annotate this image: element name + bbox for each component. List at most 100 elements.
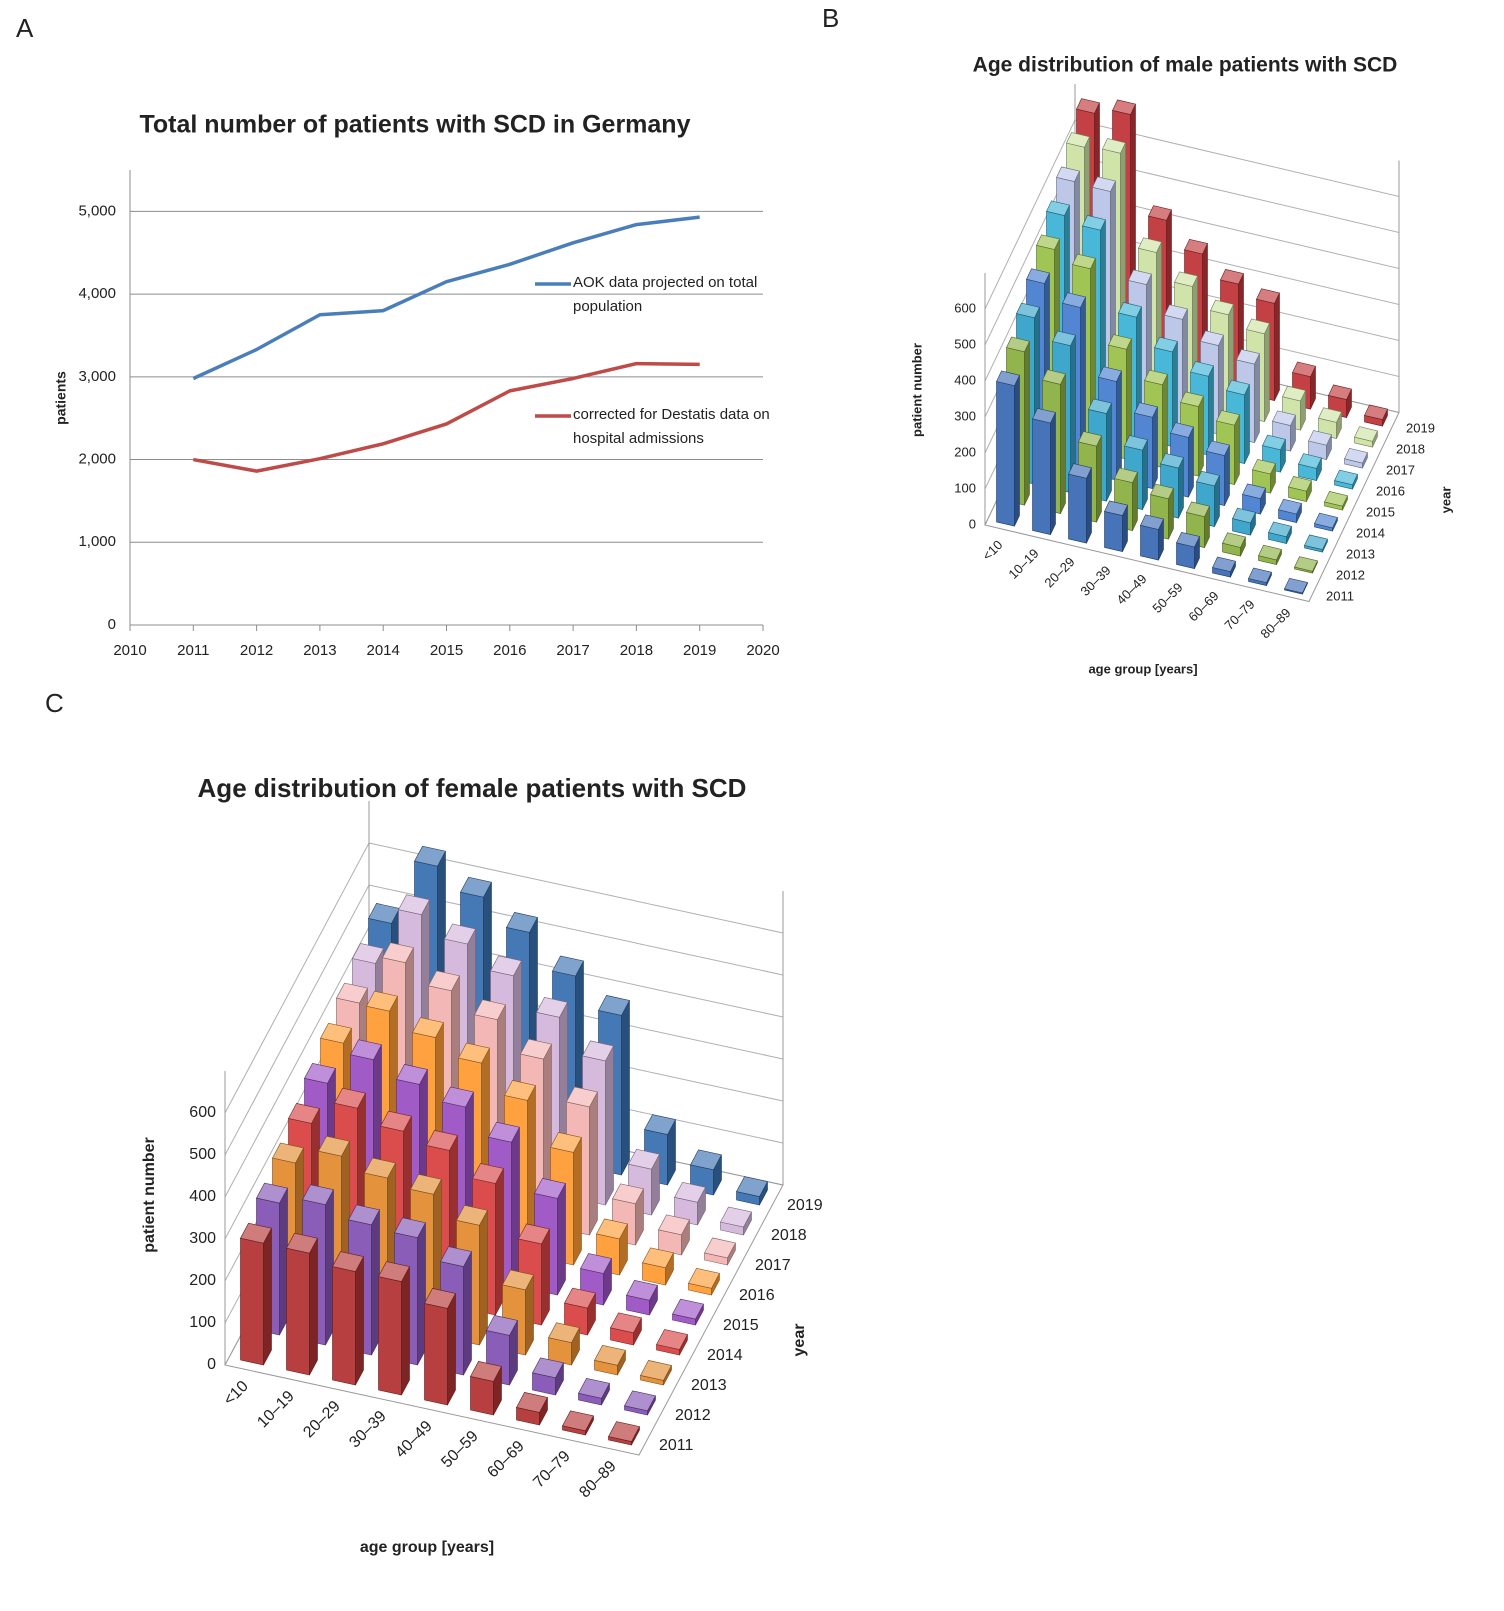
bar-side	[1142, 439, 1148, 510]
bar-top	[1272, 410, 1296, 426]
bar-top	[426, 1130, 458, 1151]
bar-top	[1068, 463, 1092, 479]
bar-top	[1176, 531, 1200, 548]
bar-top	[1282, 385, 1306, 402]
chart-title: Total number of patients with SCD in Ger…	[140, 111, 691, 139]
bar-top	[594, 1344, 626, 1366]
y-tick-label: 0	[969, 516, 976, 531]
chart-title: Age distribution of male patients with S…	[973, 54, 1398, 77]
bar	[610, 1312, 642, 1346]
bar	[1324, 491, 1348, 511]
bar-side	[605, 1045, 614, 1206]
bar-top	[1284, 577, 1308, 594]
bar-top	[334, 1087, 366, 1109]
bar	[1212, 556, 1236, 578]
bar-top	[1082, 215, 1106, 231]
bar	[704, 1237, 736, 1266]
bar-top	[640, 1360, 672, 1381]
bar-top	[456, 1204, 488, 1226]
bar-top	[486, 1315, 518, 1336]
bar	[720, 1206, 752, 1236]
bar-top	[672, 1298, 704, 1320]
bar-side	[1188, 426, 1194, 498]
bar-top	[318, 1135, 350, 1157]
bar-side	[463, 1251, 472, 1376]
bar-top	[1170, 422, 1194, 438]
z-tick-label: 2019	[787, 1197, 823, 1214]
bar-front	[424, 1303, 448, 1406]
bar-top	[564, 1287, 596, 1309]
bar-top	[1118, 302, 1142, 318]
bar	[1176, 531, 1200, 569]
y-tick-label: 4,000	[78, 285, 116, 302]
x-tick-label: 50–59	[438, 1428, 482, 1472]
bar	[286, 1232, 318, 1376]
z-tick-label: 2016	[739, 1287, 775, 1304]
x-tick-label: 80–89	[576, 1458, 620, 1502]
bar-side	[401, 1266, 410, 1396]
bar-top	[1036, 234, 1060, 250]
bar-top	[1140, 514, 1164, 530]
bar-top	[490, 955, 522, 977]
x-tick-label: <10	[979, 537, 1005, 563]
bar	[672, 1298, 704, 1326]
bar-top	[382, 942, 414, 964]
x-tick-label: 2014	[367, 642, 400, 659]
bar-top	[472, 1163, 504, 1184]
bar	[1140, 514, 1164, 561]
bar	[642, 1247, 674, 1286]
bar-top	[1134, 402, 1158, 418]
bar	[1304, 534, 1328, 553]
bar-side	[1024, 341, 1030, 506]
x-tick-label: 2011	[177, 642, 209, 659]
bar-side	[263, 1228, 272, 1366]
bar-top	[364, 1157, 396, 1179]
bar-top	[550, 1132, 582, 1153]
bar-top	[1318, 407, 1342, 423]
bar-top	[610, 1312, 642, 1334]
y-tick-label: 100	[954, 480, 976, 495]
data-line	[192, 215, 700, 381]
legend-label: AOK data projected on total population	[573, 274, 758, 315]
bar-top	[562, 1410, 594, 1432]
legend-label: corrected for Destatis data on hospital …	[573, 406, 770, 447]
bar-top	[1232, 507, 1256, 524]
bar-top	[674, 1181, 706, 1203]
bar-side	[479, 1210, 488, 1346]
bar-top	[380, 1110, 412, 1132]
bar-top	[548, 1322, 580, 1344]
x-tick-label: 30–39	[1077, 563, 1113, 599]
bar-top	[1102, 138, 1126, 154]
bar-top	[566, 1086, 598, 1108]
bar	[1222, 532, 1246, 557]
bar	[1268, 521, 1292, 544]
bar-top	[704, 1237, 736, 1259]
bar-side	[1060, 373, 1066, 514]
bar-front	[378, 1276, 402, 1396]
x-tick-label: 2019	[683, 642, 716, 659]
z-tick-label: 2019	[1406, 420, 1435, 435]
x-tick-label: 60–69	[1185, 588, 1221, 624]
x-tick-label: 2010	[113, 642, 146, 659]
bar-top	[1308, 430, 1332, 446]
bar-top	[336, 982, 368, 1004]
bar	[658, 1214, 690, 1256]
bar-top	[1092, 176, 1116, 192]
bar-top	[626, 1279, 658, 1301]
bar-top	[1304, 534, 1328, 550]
bar-top	[1354, 426, 1378, 442]
x-tick-label: 2016	[493, 642, 526, 659]
z-tick-label: 2012	[675, 1407, 711, 1424]
bar-top	[658, 1214, 690, 1236]
bar-top	[1072, 253, 1096, 270]
z-tick-label: 2017	[755, 1257, 791, 1274]
y-tick-label: 300	[189, 1230, 216, 1247]
bar-top	[240, 1222, 272, 1244]
bar-top	[582, 1040, 614, 1062]
y-tick-label: 400	[954, 372, 976, 387]
bar-top	[690, 1149, 722, 1171]
y-tick-label: 5,000	[78, 202, 116, 219]
x-tick-label: 20–29	[1041, 554, 1077, 590]
bar-top	[1138, 237, 1162, 253]
bar-top	[502, 1269, 534, 1291]
